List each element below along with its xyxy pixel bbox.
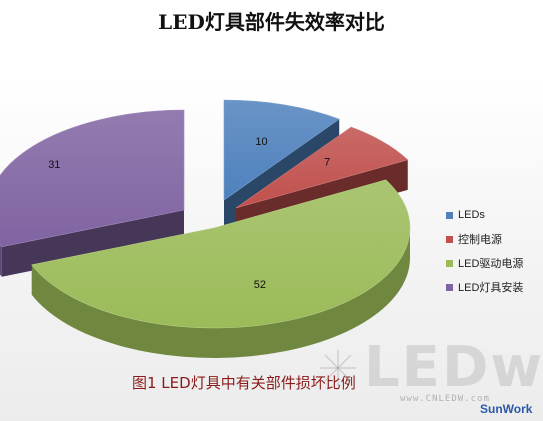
watermark-star-icon bbox=[320, 350, 356, 386]
data-label: 52 bbox=[254, 279, 266, 291]
legend-swatch bbox=[446, 211, 453, 219]
data-label: 10 bbox=[255, 136, 267, 148]
figure-caption: 图1 LED灯具中有关部件损坏比例 bbox=[132, 374, 356, 392]
legend-swatch bbox=[446, 235, 453, 243]
chart-legend: LEDs 控制电源 LED驱动电源 LED灯具安装 bbox=[446, 203, 523, 299]
legend-swatch bbox=[446, 283, 453, 291]
legend-swatch bbox=[446, 259, 453, 267]
slice-outer-wall bbox=[32, 228, 410, 358]
slice-outer-wall bbox=[0, 244, 2, 277]
data-label: 7 bbox=[324, 157, 330, 169]
legend-item-control-power: 控制电源 bbox=[446, 227, 523, 251]
legend-item-driver-power: LED驱动电源 bbox=[446, 251, 523, 275]
slice-driver-power bbox=[31, 179, 411, 358]
watermark-logo-text: LEDw bbox=[364, 335, 543, 400]
legend-label: LED驱动电源 bbox=[458, 258, 524, 270]
slice-top bbox=[235, 126, 409, 209]
slice-top bbox=[31, 179, 411, 329]
slice-installation bbox=[0, 109, 185, 277]
watermark-brand: SunWork bbox=[480, 402, 533, 416]
watermark: LEDw www.CNLEDW.com SunWork bbox=[318, 340, 542, 418]
legend-label: 控制电源 bbox=[458, 234, 502, 246]
watermark-url: www.CNLEDW.com bbox=[400, 394, 490, 404]
slice-top bbox=[0, 109, 185, 248]
legend-item-installation: LED灯具安装 bbox=[446, 275, 523, 299]
legend-item-leds: LEDs bbox=[446, 203, 523, 227]
legend-label: LED灯具安装 bbox=[458, 282, 524, 294]
slice-top bbox=[223, 99, 340, 201]
legend-label: LEDs bbox=[458, 209, 485, 221]
slice-side-wall bbox=[1, 210, 184, 277]
chart-title: LED灯具部件失效率对比 bbox=[158, 10, 385, 34]
data-label: 31 bbox=[48, 159, 60, 171]
